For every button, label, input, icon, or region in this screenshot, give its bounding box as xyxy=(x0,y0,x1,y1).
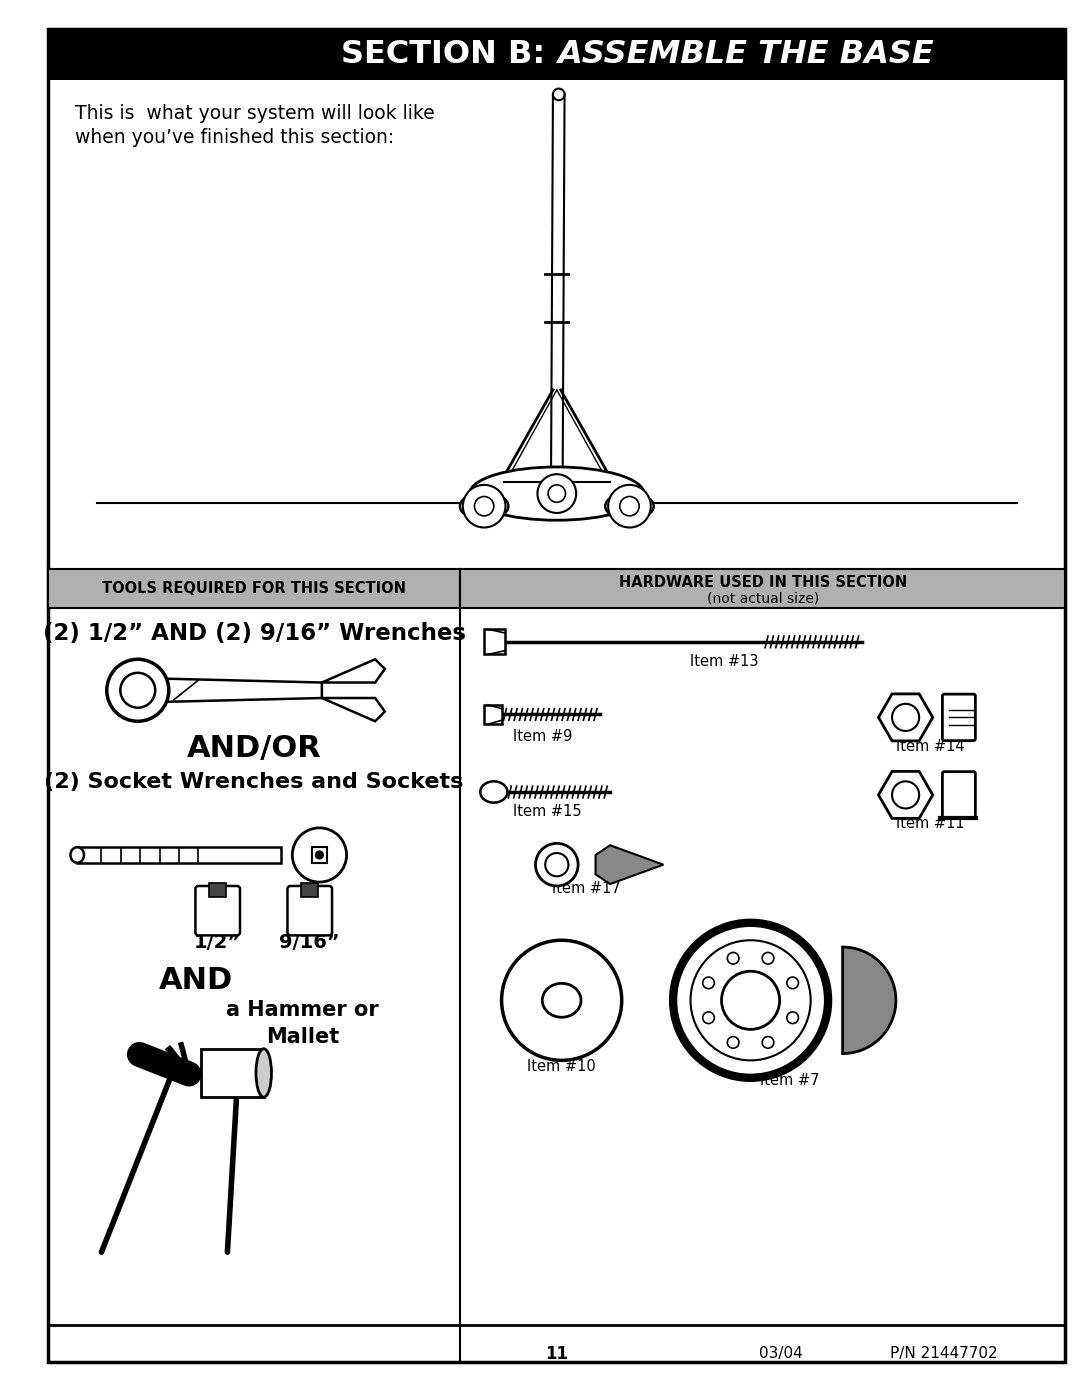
Text: Item #10: Item #10 xyxy=(527,1059,596,1074)
Ellipse shape xyxy=(460,493,509,520)
Circle shape xyxy=(703,977,714,989)
Circle shape xyxy=(548,485,566,503)
Text: a Hammer or: a Hammer or xyxy=(226,1000,379,1020)
Circle shape xyxy=(501,940,622,1060)
Text: HARDWARE USED IN THIS SECTION: HARDWARE USED IN THIS SECTION xyxy=(619,576,907,590)
Polygon shape xyxy=(878,771,933,819)
FancyBboxPatch shape xyxy=(943,694,975,740)
Text: (2) Socket Wrenches and Sockets: (2) Socket Wrenches and Sockets xyxy=(44,773,463,792)
Ellipse shape xyxy=(470,467,644,520)
Text: AND/OR: AND/OR xyxy=(187,733,322,763)
Text: when you’ve finished this section:: when you’ve finished this section: xyxy=(76,129,394,147)
FancyBboxPatch shape xyxy=(943,771,975,819)
Circle shape xyxy=(892,781,919,809)
Circle shape xyxy=(787,977,798,989)
Text: 1/2”: 1/2” xyxy=(194,933,241,951)
Circle shape xyxy=(545,854,568,876)
Bar xyxy=(312,847,327,863)
Circle shape xyxy=(703,1011,714,1024)
Text: Item #13: Item #13 xyxy=(690,654,758,669)
Ellipse shape xyxy=(605,493,653,520)
Polygon shape xyxy=(484,705,501,724)
Circle shape xyxy=(762,953,774,964)
Text: Item #14: Item #14 xyxy=(895,739,964,754)
Text: Item #7: Item #7 xyxy=(759,1073,819,1088)
Circle shape xyxy=(553,88,565,101)
Circle shape xyxy=(762,1037,774,1048)
Polygon shape xyxy=(78,847,281,863)
Ellipse shape xyxy=(256,1049,271,1097)
Bar xyxy=(301,883,319,897)
Polygon shape xyxy=(484,629,505,654)
Circle shape xyxy=(673,923,828,1078)
Text: Item #11: Item #11 xyxy=(895,816,964,831)
Polygon shape xyxy=(878,694,933,740)
Circle shape xyxy=(293,828,347,882)
Ellipse shape xyxy=(70,847,84,863)
Text: Item #9: Item #9 xyxy=(513,729,572,745)
Circle shape xyxy=(120,673,156,708)
Circle shape xyxy=(536,844,578,886)
Polygon shape xyxy=(322,698,384,721)
Polygon shape xyxy=(595,845,663,884)
Circle shape xyxy=(787,1011,798,1024)
Text: Item #17: Item #17 xyxy=(552,882,620,897)
Bar xyxy=(201,1049,264,1097)
Text: P/N 21447702: P/N 21447702 xyxy=(890,1347,997,1362)
Circle shape xyxy=(463,485,505,528)
Circle shape xyxy=(727,953,739,964)
Bar xyxy=(49,569,460,608)
Circle shape xyxy=(107,659,168,721)
FancyBboxPatch shape xyxy=(287,886,332,936)
Ellipse shape xyxy=(542,983,581,1017)
Text: AND: AND xyxy=(159,967,233,996)
Text: (not actual size): (not actual size) xyxy=(706,591,819,605)
Ellipse shape xyxy=(481,781,508,803)
Circle shape xyxy=(892,704,919,731)
Circle shape xyxy=(620,496,639,515)
Text: SECTION B:: SECTION B: xyxy=(341,39,557,70)
Bar xyxy=(460,569,1066,608)
FancyBboxPatch shape xyxy=(195,886,240,936)
Text: 03/04: 03/04 xyxy=(759,1347,802,1362)
Text: TOOLS REQUIRED FOR THIS SECTION: TOOLS REQUIRED FOR THIS SECTION xyxy=(102,581,406,597)
Circle shape xyxy=(474,496,494,515)
Circle shape xyxy=(608,485,651,528)
Circle shape xyxy=(721,971,780,1030)
Circle shape xyxy=(690,940,811,1060)
Bar xyxy=(210,883,227,897)
Polygon shape xyxy=(322,659,384,683)
Text: This is  what your system will look like: This is what your system will look like xyxy=(76,105,435,123)
Circle shape xyxy=(315,851,323,859)
Polygon shape xyxy=(842,947,896,1053)
Text: Mallet: Mallet xyxy=(266,1027,339,1048)
Circle shape xyxy=(538,474,577,513)
Text: (2) 1/2” AND (2) 9/16” Wrenches: (2) 1/2” AND (2) 9/16” Wrenches xyxy=(42,623,465,645)
Text: 11: 11 xyxy=(545,1345,568,1363)
Text: Item #15: Item #15 xyxy=(513,803,581,819)
Bar xyxy=(49,29,1066,80)
Text: 9/16”: 9/16” xyxy=(280,933,340,951)
Text: ASSEMBLE THE BASE: ASSEMBLE THE BASE xyxy=(557,39,933,70)
Polygon shape xyxy=(164,679,322,701)
Circle shape xyxy=(727,1037,739,1048)
